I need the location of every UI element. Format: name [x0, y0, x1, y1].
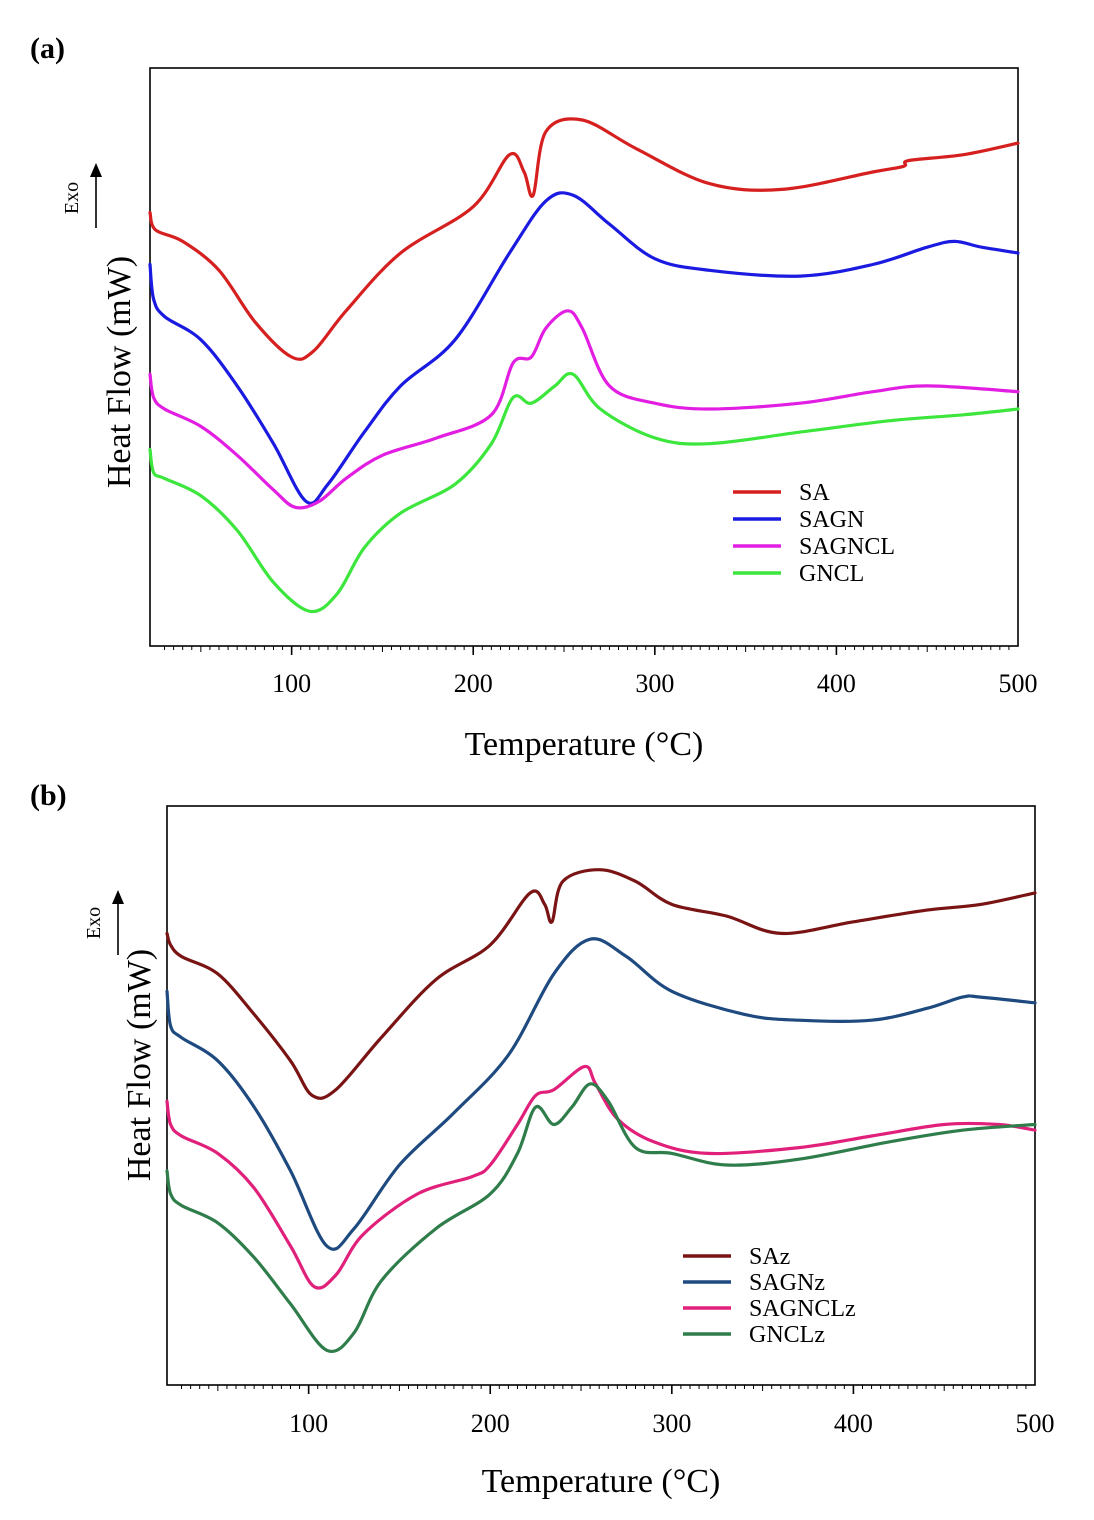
x-tick-label: 300	[652, 1409, 691, 1438]
series-line-sagn	[148, 191, 1020, 505]
exo-arrow-icon	[112, 890, 124, 904]
panel-a: 100 200 300 400 500 (a) Temperature (°C) Heat F…	[30, 32, 1038, 763]
x-tick-label: 400	[834, 1409, 873, 1438]
x-tick-label: 100	[289, 1409, 328, 1438]
x-tick-label: 200	[471, 1409, 510, 1438]
plot-frame	[166, 805, 1036, 1386]
plot-frame	[149, 67, 1019, 647]
y-axis-label: Heat Flow (mW)	[121, 949, 158, 1181]
exo-arrow-icon	[90, 163, 102, 177]
legend-label-gncl: GNCL	[799, 561, 864, 587]
series-line-gncl	[148, 371, 1020, 614]
x-axis-label: Temperature (°C)	[482, 1463, 721, 1500]
exo-label: Exo	[61, 182, 83, 214]
x-tick-label: 500	[1016, 1409, 1055, 1438]
x-tick-label: 400	[817, 669, 856, 698]
legend-label-sa: SA	[799, 480, 830, 506]
x-tick-label: 100	[272, 669, 311, 698]
panel-label: (a)	[30, 32, 65, 65]
legend-label-gnclz: GNCLz	[749, 1322, 825, 1348]
legend-label-sagnclz: SAGNCLz	[749, 1296, 856, 1322]
panel-b: 100 200 300 400 500 (b) Temperature (°C) Heat F…	[30, 779, 1055, 1500]
series-line-sagnz	[165, 937, 1037, 1251]
series-line-sagncl	[148, 309, 1020, 510]
series-line-gnclz	[165, 1082, 1037, 1354]
legend-label-sagnz: SAGNz	[749, 1270, 825, 1296]
x-tick-label: 500	[999, 669, 1038, 698]
panel-label: (b)	[30, 779, 67, 812]
legend-label-sagn: SAGN	[799, 507, 864, 533]
legend-label-sagncl: SAGNCL	[799, 534, 895, 560]
series-line-saz	[165, 868, 1037, 1100]
x-axis-label: Temperature (°C)	[465, 726, 704, 763]
x-tick-label: 200	[454, 669, 493, 698]
series-line-sagnclz	[165, 1064, 1037, 1290]
legend-label-saz: SAz	[749, 1244, 790, 1270]
series-line-sa	[148, 117, 1020, 361]
exo-label: Exo	[83, 907, 105, 939]
x-tick-label: 300	[635, 669, 674, 698]
y-axis-label: Heat Flow (mW)	[101, 256, 138, 488]
